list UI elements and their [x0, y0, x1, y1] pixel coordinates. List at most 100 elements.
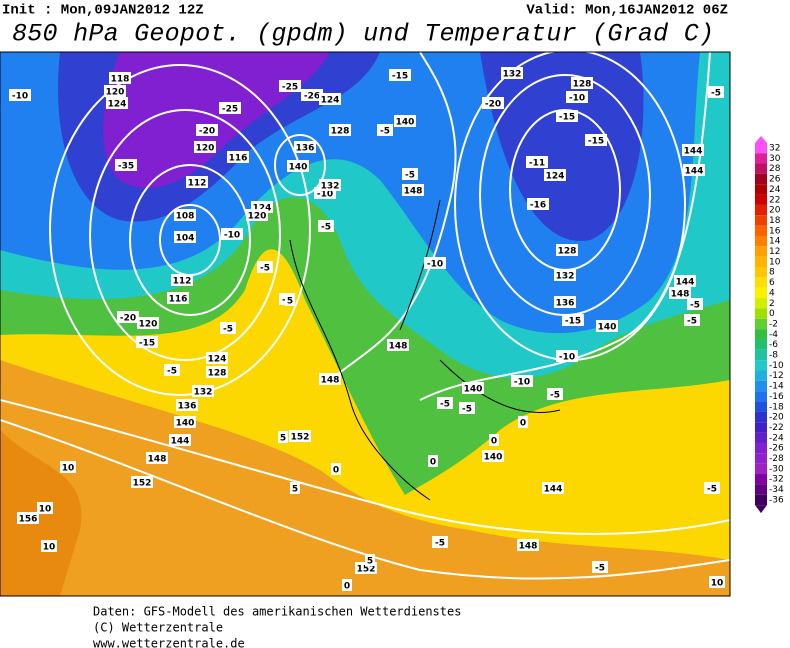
- isohypse: [0, 399, 730, 535]
- label-box: [174, 231, 196, 243]
- contour-label: 124: [108, 100, 127, 110]
- label-box: [501, 67, 523, 79]
- contour-label: 128: [208, 369, 227, 379]
- label-box: [585, 134, 607, 146]
- label-box: [571, 77, 593, 89]
- label-box: [289, 430, 311, 442]
- label-box: [428, 455, 438, 467]
- legend-swatch: [755, 432, 767, 443]
- label-box: [437, 397, 453, 409]
- contour-label: 148: [148, 455, 167, 465]
- contour-label: -5: [321, 223, 331, 233]
- map-frame: [0, 51, 731, 597]
- label-box: [246, 209, 268, 221]
- contour-label: 132: [503, 70, 522, 80]
- legend-label: 20: [769, 206, 781, 216]
- label-box: [482, 450, 504, 462]
- label-box: [547, 388, 563, 400]
- contour-label: -5: [711, 89, 721, 99]
- contour-label: -25: [282, 83, 298, 93]
- label-box: [562, 314, 584, 326]
- contour-label: 136: [556, 299, 575, 309]
- contour-label: 0: [491, 437, 497, 447]
- contour-label: -5: [435, 539, 445, 549]
- label-box: [196, 124, 218, 136]
- label-box: [167, 292, 189, 304]
- label-box: [329, 124, 351, 136]
- label-box: [278, 431, 288, 443]
- isohypse: [89, 109, 281, 361]
- label-box: [387, 339, 409, 351]
- legend-label: -22: [769, 423, 784, 433]
- label-box: [687, 298, 703, 310]
- contour-label: -10: [12, 92, 28, 102]
- legend-swatch: [755, 474, 767, 485]
- legend-label: 32: [769, 144, 780, 154]
- legend-label: 24: [769, 185, 781, 195]
- contour-label: 10: [39, 505, 52, 515]
- legend-label: -12: [769, 371, 784, 381]
- legend-label: 4: [769, 288, 775, 298]
- contour-label: 148: [404, 187, 423, 197]
- contour-label: -5: [380, 127, 390, 137]
- legend-swatch: [755, 267, 767, 278]
- label-box: [109, 72, 131, 84]
- label-box: [389, 69, 411, 81]
- label-box: [131, 476, 153, 488]
- legend-label: 18: [769, 216, 781, 226]
- legend-swatch: [755, 484, 767, 495]
- legend-swatch: [755, 194, 767, 205]
- footer-line: www.wetterzentrale.de: [93, 637, 245, 648]
- label-box: [683, 164, 705, 176]
- label-box: [136, 336, 158, 348]
- contour-label: -5: [550, 391, 560, 401]
- legend-swatch: [755, 442, 767, 454]
- label-box: [17, 512, 39, 524]
- contour-label: 144: [544, 485, 563, 495]
- label-box: [206, 352, 228, 364]
- legend-swatch: [755, 142, 767, 154]
- label-box: [566, 91, 588, 103]
- legend-swatch: [755, 329, 767, 340]
- contour-label: 132: [194, 388, 213, 398]
- legend-label: -14: [769, 382, 784, 392]
- label-box: [542, 482, 564, 494]
- label-box: [174, 209, 196, 221]
- legend-label: -4: [769, 330, 778, 340]
- legend-label: -24: [769, 433, 784, 443]
- label-box: [556, 244, 578, 256]
- contour-label: 124: [546, 172, 565, 182]
- label-box: [708, 86, 724, 98]
- label-box: [221, 228, 243, 240]
- contour-label: -15: [588, 137, 604, 147]
- label-box: [377, 124, 393, 136]
- label-box: [319, 179, 341, 191]
- legend-swatch: [755, 308, 767, 319]
- legend-label: -2: [769, 319, 778, 329]
- legend-label: -32: [769, 475, 784, 485]
- contour-label: 152: [133, 479, 152, 489]
- legend-swatch: [755, 463, 767, 475]
- contour-label: 144: [684, 147, 703, 157]
- legend-swatch: [755, 401, 767, 412]
- contour-label: 112: [188, 179, 207, 189]
- legend-swatch: [755, 298, 767, 309]
- contour-label: 0: [430, 458, 436, 468]
- label-box: [115, 159, 137, 171]
- contour-label: -10: [559, 353, 575, 363]
- legend-label: 12: [769, 247, 780, 257]
- label-box: [674, 275, 696, 287]
- contour-label: 10: [711, 579, 724, 589]
- contour-label: -15: [139, 339, 155, 349]
- contour-label: 5: [292, 485, 298, 495]
- footer-line: Daten: GFS-Modell des amerikanischen Wet…: [93, 605, 461, 619]
- legend-label: 8: [769, 268, 775, 278]
- map-title: 850 hPa Geopot. (gpdm) und Temperatur (G…: [12, 20, 714, 49]
- legend-swatch: [755, 380, 767, 392]
- contour-label: 128: [573, 80, 592, 90]
- contour-label: -10: [317, 190, 333, 200]
- isohypse: [274, 134, 326, 196]
- legend-label: 30: [769, 154, 781, 164]
- legend-label: -8: [769, 351, 778, 361]
